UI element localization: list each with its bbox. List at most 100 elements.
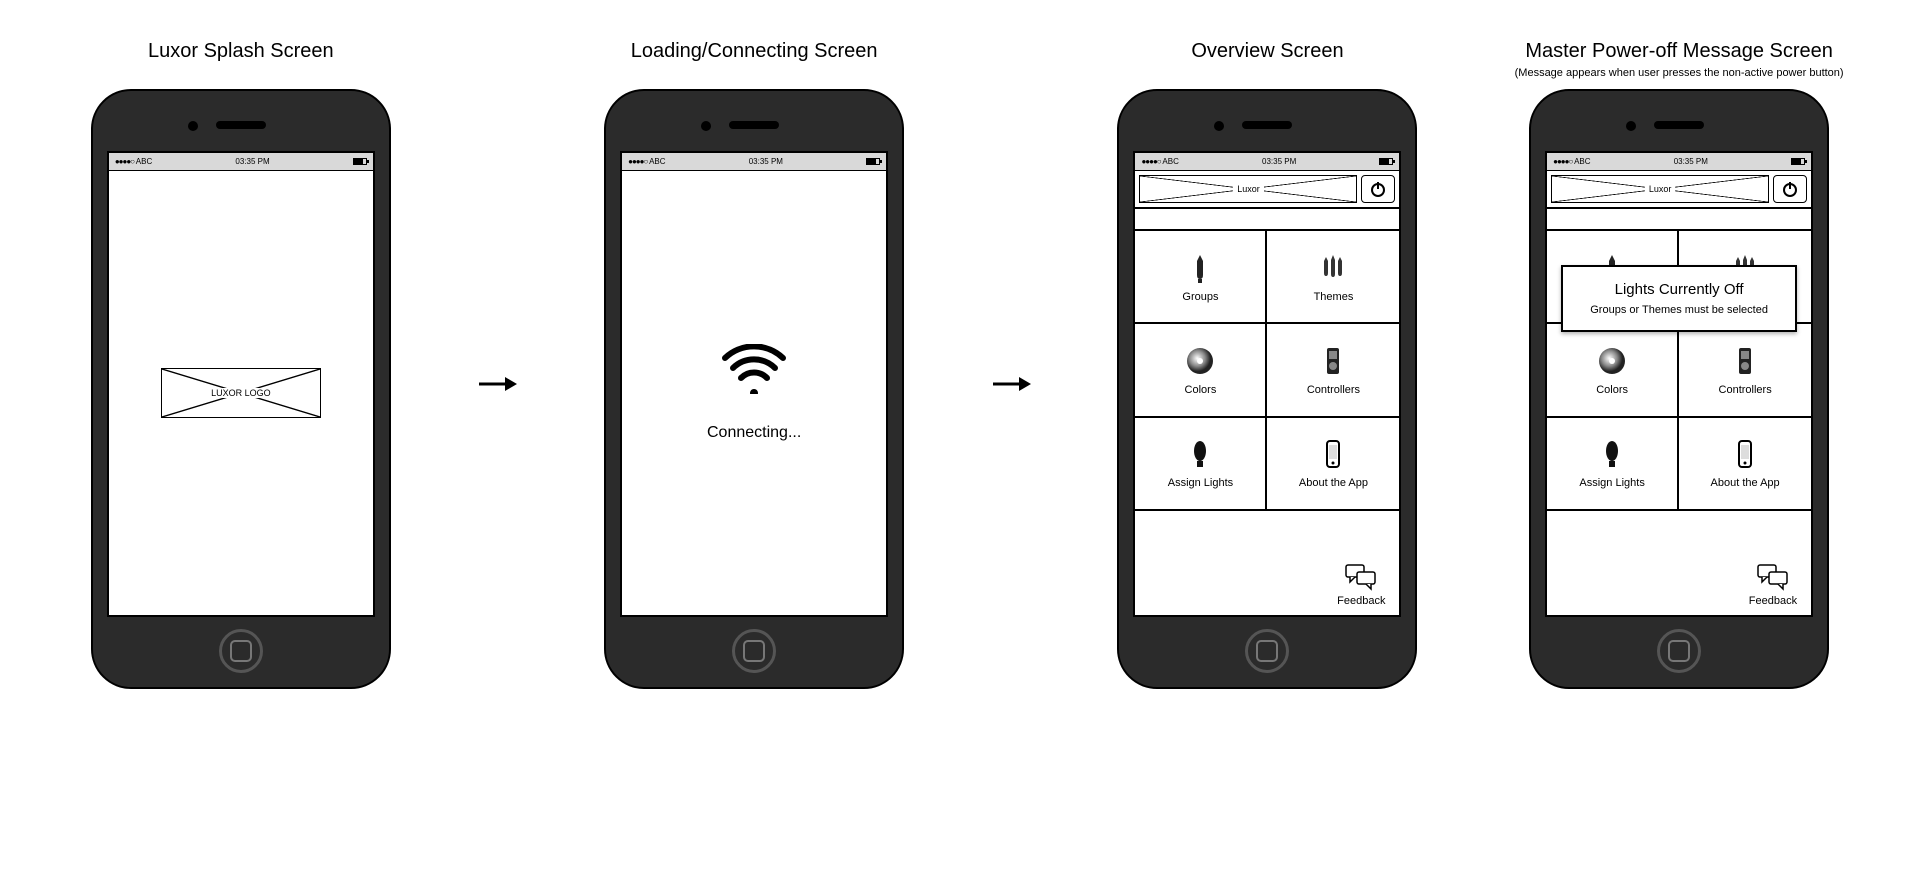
tile-themes[interactable]: Themes bbox=[1267, 231, 1399, 324]
status-bar: ●●●●○ ABC 03:35 PM bbox=[109, 153, 373, 171]
splash-body: LUXOR LOGO bbox=[109, 171, 373, 615]
phone-speaker bbox=[1242, 121, 1292, 129]
home-button[interactable] bbox=[219, 629, 263, 673]
status-signal: ●●●●○ ABC bbox=[628, 157, 665, 166]
home-button[interactable] bbox=[1245, 629, 1289, 673]
battery-icon bbox=[353, 158, 367, 165]
phone-speaker bbox=[1654, 121, 1704, 129]
phone-frame: ●●●●○ ABC 03:35 PM Connecting... bbox=[604, 89, 904, 689]
tile-label: Controllers bbox=[1719, 384, 1772, 396]
phone-camera bbox=[1626, 121, 1636, 131]
modal-message: Groups or Themes must be selected bbox=[1573, 304, 1785, 316]
feedback-icon bbox=[1344, 563, 1378, 591]
phone-speaker bbox=[729, 121, 779, 129]
tile-label: About the App bbox=[1299, 477, 1368, 489]
tile-label: Colors bbox=[1185, 384, 1217, 396]
power-button[interactable] bbox=[1361, 175, 1395, 203]
screen-title: Luxor Splash Screen bbox=[148, 40, 334, 63]
status-bar: ●●●●○ ABC 03:35 PM bbox=[622, 153, 886, 171]
about-app-icon bbox=[1728, 437, 1762, 471]
themes-icon bbox=[1316, 251, 1350, 285]
screen-subtitle: (Message appears when user presses the n… bbox=[1515, 67, 1844, 81]
tile-assign-lights[interactable]: Assign Lights bbox=[1135, 418, 1267, 511]
status-signal: ●●●●○ ABC bbox=[1553, 157, 1590, 166]
connecting-body: Connecting... bbox=[622, 171, 886, 615]
controllers-icon bbox=[1728, 344, 1762, 378]
wifi-icon bbox=[719, 344, 789, 394]
status-bar: ●●●●○ ABC 03:35 PM bbox=[1547, 153, 1811, 171]
battery-icon bbox=[1379, 158, 1393, 165]
tile-label: Themes bbox=[1314, 291, 1354, 303]
lights-off-modal[interactable]: Lights Currently Off Groups or Themes mu… bbox=[1561, 265, 1797, 332]
about-app-icon bbox=[1316, 437, 1350, 471]
tile-about-app[interactable]: About the App bbox=[1679, 418, 1811, 511]
phone-screen-overview: ●●●●○ ABC 03:35 PM Luxor bbox=[1133, 151, 1401, 617]
phone-screen-splash: ●●●●○ ABC 03:35 PM LUXOR LOGO bbox=[107, 151, 375, 617]
status-time: 03:35 PM bbox=[1262, 157, 1296, 166]
feedback-label: Feedback bbox=[1749, 595, 1797, 607]
assign-lights-icon bbox=[1595, 437, 1629, 471]
tile-assign-lights[interactable]: Assign Lights bbox=[1547, 418, 1679, 511]
screen-connecting-col: Loading/Connecting Screen ●●●●○ ABC 03:3… bbox=[574, 40, 934, 689]
status-signal: ●●●●○ ABC bbox=[115, 157, 152, 166]
power-icon bbox=[1781, 180, 1799, 198]
battery-icon bbox=[1791, 158, 1805, 165]
wireframe-flow: Luxor Splash Screen ●●●●○ ABC 03:35 PM L… bbox=[0, 0, 1920, 689]
feedback-icon bbox=[1756, 563, 1790, 591]
screen-splash-col: Luxor Splash Screen ●●●●○ ABC 03:35 PM L… bbox=[61, 40, 421, 689]
phone-speaker bbox=[216, 121, 266, 129]
home-button[interactable] bbox=[1657, 629, 1701, 673]
phone-camera bbox=[188, 121, 198, 131]
header-spacer bbox=[1547, 209, 1811, 231]
overview-grid: Groups Themes Colors Controllers bbox=[1135, 231, 1399, 511]
screen-title: Loading/Connecting Screen bbox=[631, 40, 878, 63]
tile-label: Assign Lights bbox=[1168, 477, 1233, 489]
tile-label: About the App bbox=[1711, 477, 1780, 489]
screen-title: Overview Screen bbox=[1191, 40, 1343, 63]
controllers-icon bbox=[1316, 344, 1350, 378]
tile-label: Controllers bbox=[1307, 384, 1360, 396]
feedback-row: Feedback bbox=[1135, 511, 1399, 615]
status-time: 03:35 PM bbox=[235, 157, 269, 166]
phone-frame: ●●●●○ ABC 03:35 PM LUXOR LOGO bbox=[91, 89, 391, 689]
feedback-button[interactable]: Feedback bbox=[1337, 563, 1385, 607]
header-logo-placeholder: Luxor bbox=[1551, 175, 1769, 203]
modal-title: Lights Currently Off bbox=[1573, 281, 1785, 298]
screen-title: Master Power-off Message Screen bbox=[1525, 40, 1833, 63]
luxor-logo-placeholder: LUXOR LOGO bbox=[161, 368, 321, 418]
phone-screen-connecting: ●●●●○ ABC 03:35 PM Connecting... bbox=[620, 151, 888, 617]
status-time: 03:35 PM bbox=[749, 157, 783, 166]
status-bar: ●●●●○ ABC 03:35 PM bbox=[1135, 153, 1399, 171]
header-logo-placeholder: Luxor bbox=[1139, 175, 1357, 203]
header-spacer bbox=[1135, 209, 1399, 231]
connecting-label: Connecting... bbox=[707, 424, 801, 442]
tile-colors[interactable]: Colors bbox=[1547, 324, 1679, 417]
status-time: 03:35 PM bbox=[1674, 157, 1708, 166]
status-signal: ●●●●○ ABC bbox=[1141, 157, 1178, 166]
power-button[interactable] bbox=[1773, 175, 1807, 203]
app-header: Luxor bbox=[1135, 171, 1399, 209]
assign-lights-icon bbox=[1183, 437, 1217, 471]
feedback-label: Feedback bbox=[1337, 595, 1385, 607]
home-button[interactable] bbox=[732, 629, 776, 673]
colors-icon bbox=[1595, 344, 1629, 378]
flow-arrow bbox=[472, 84, 522, 684]
tile-label: Groups bbox=[1182, 291, 1218, 303]
colors-icon bbox=[1183, 344, 1217, 378]
tile-groups[interactable]: Groups bbox=[1135, 231, 1267, 324]
phone-camera bbox=[1214, 121, 1224, 131]
flow-arrow bbox=[986, 84, 1036, 684]
tile-label: Colors bbox=[1596, 384, 1628, 396]
tile-controllers[interactable]: Controllers bbox=[1267, 324, 1399, 417]
screen-poweroff-col: Master Power-off Message Screen (Message… bbox=[1499, 40, 1859, 689]
phone-camera bbox=[701, 121, 711, 131]
app-header: Luxor bbox=[1547, 171, 1811, 209]
phone-screen-poweroff: ●●●●○ ABC 03:35 PM Luxor bbox=[1545, 151, 1813, 617]
groups-icon bbox=[1183, 251, 1217, 285]
screen-overview-col: Overview Screen ●●●●○ ABC 03:35 PM Luxor bbox=[1087, 40, 1447, 689]
feedback-button[interactable]: Feedback bbox=[1749, 563, 1797, 607]
phone-frame: ●●●●○ ABC 03:35 PM Luxor bbox=[1529, 89, 1829, 689]
tile-about-app[interactable]: About the App bbox=[1267, 418, 1399, 511]
tile-controllers[interactable]: Controllers bbox=[1679, 324, 1811, 417]
tile-colors[interactable]: Colors bbox=[1135, 324, 1267, 417]
